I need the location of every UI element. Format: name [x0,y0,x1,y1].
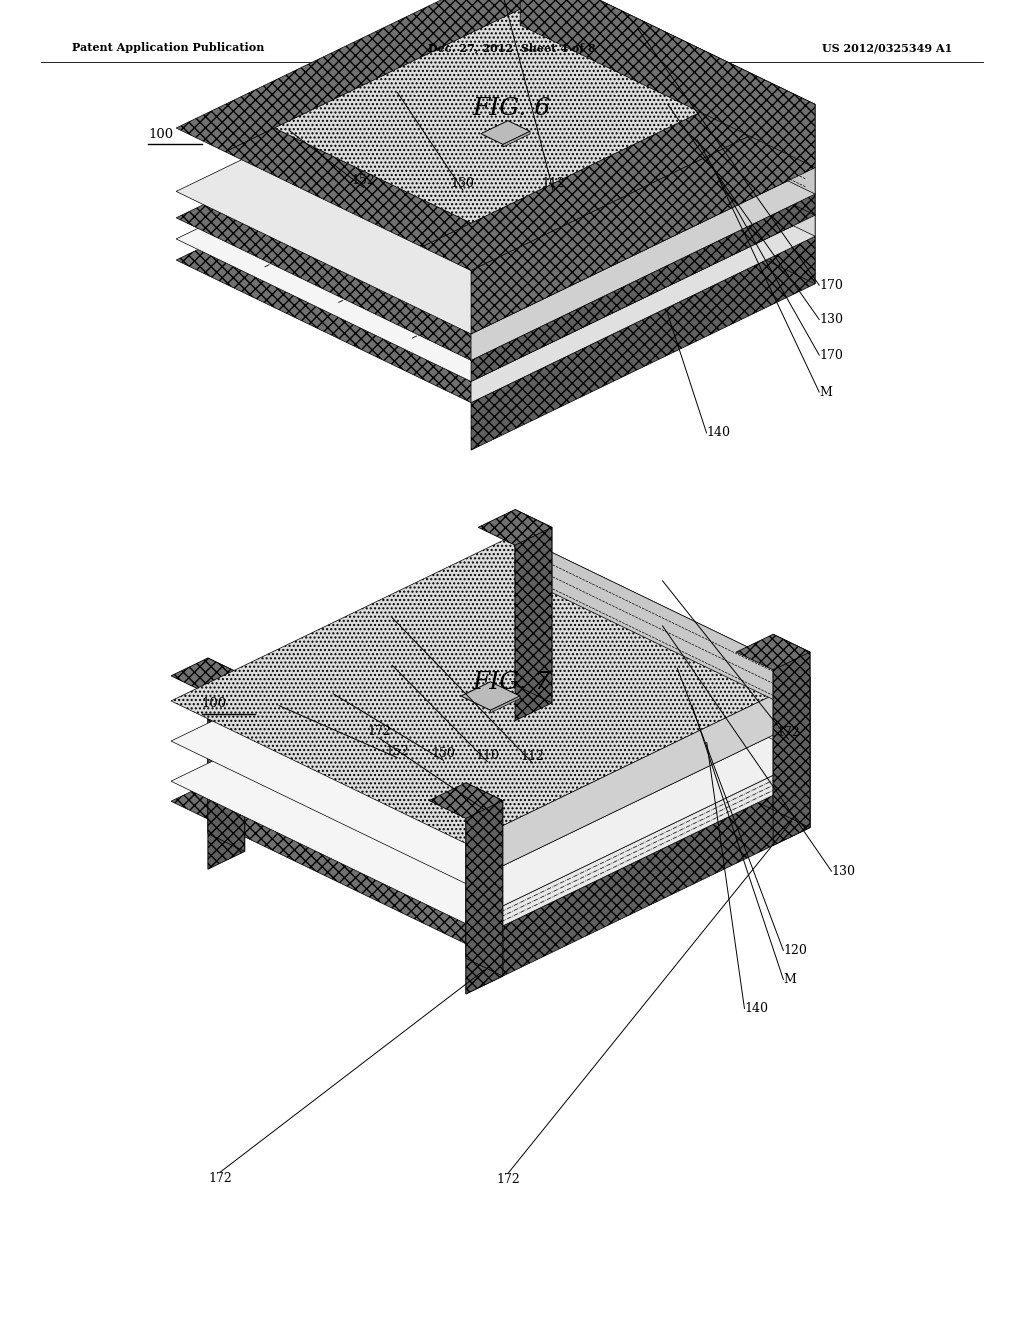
Polygon shape [466,758,810,944]
Polygon shape [176,0,569,152]
Text: Patent Application Publication: Patent Application Publication [72,42,264,53]
Polygon shape [225,128,471,247]
Polygon shape [171,659,245,694]
Polygon shape [520,0,815,168]
Polygon shape [481,120,530,144]
Polygon shape [471,194,815,381]
Text: FIG. 7: FIG. 7 [473,671,551,694]
Polygon shape [208,659,245,851]
Text: 112: 112 [541,177,565,190]
Polygon shape [176,25,815,334]
Text: 152: 152 [385,744,410,758]
Polygon shape [176,51,815,360]
Polygon shape [466,800,503,994]
Polygon shape [520,25,815,194]
Polygon shape [520,73,815,236]
Polygon shape [274,9,717,223]
Polygon shape [520,51,815,215]
Text: 170: 170 [819,348,843,362]
Polygon shape [773,635,810,828]
Polygon shape [515,535,810,717]
Text: 130: 130 [819,313,843,326]
Text: 130: 130 [831,865,855,878]
Polygon shape [515,574,810,758]
Polygon shape [461,681,520,710]
Polygon shape [466,783,503,977]
Text: 172: 172 [367,725,391,738]
Polygon shape [176,94,815,403]
Polygon shape [471,215,815,403]
Polygon shape [471,104,815,334]
Polygon shape [429,783,503,818]
Polygon shape [515,528,552,721]
Polygon shape [471,168,815,360]
Polygon shape [490,696,520,713]
Polygon shape [208,676,245,870]
Polygon shape [503,132,530,147]
Polygon shape [515,635,810,828]
Polygon shape [515,510,552,704]
Text: 150: 150 [431,747,456,760]
Polygon shape [736,635,810,671]
Polygon shape [466,677,810,883]
Polygon shape [171,635,810,944]
Polygon shape [520,94,815,284]
Polygon shape [471,236,815,450]
Text: 152: 152 [351,174,376,187]
Text: 172: 172 [496,1173,520,1187]
Polygon shape [176,73,815,381]
Text: 120: 120 [783,944,807,957]
Text: 110: 110 [475,748,500,762]
Text: US 2012/0325349 A1: US 2012/0325349 A1 [822,42,952,53]
Polygon shape [466,777,810,994]
Text: 150: 150 [451,177,475,190]
Text: M: M [819,385,833,399]
Text: 172: 172 [208,1172,232,1185]
Text: 140: 140 [744,1002,768,1015]
Text: 170: 170 [819,279,843,292]
Polygon shape [171,574,810,883]
Text: 172: 172 [776,726,801,739]
Text: 140: 140 [707,426,730,440]
Text: 100: 100 [202,697,227,710]
Polygon shape [515,615,810,777]
Polygon shape [171,535,810,843]
Polygon shape [478,510,552,545]
Text: FIG. 6: FIG. 6 [473,96,551,120]
Text: 112: 112 [520,750,545,763]
Text: M: M [783,973,797,986]
Polygon shape [422,81,815,271]
Text: Dec. 27, 2012  Sheet 4 of 8: Dec. 27, 2012 Sheet 4 of 8 [428,42,596,53]
Text: 100: 100 [148,128,174,141]
Polygon shape [520,0,766,104]
Polygon shape [773,652,810,846]
Polygon shape [466,717,810,924]
Polygon shape [171,615,810,924]
